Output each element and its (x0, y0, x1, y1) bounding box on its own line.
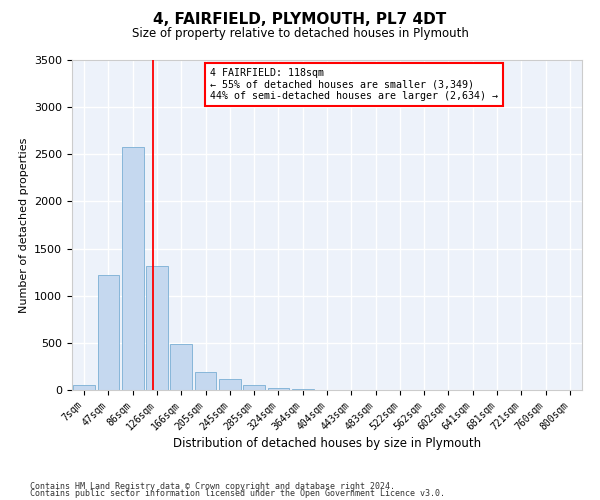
Bar (122, 146, 143, 390)
Bar (73, 386, 95, 390)
Bar (97, 275, 119, 390)
Bar (243, 385, 265, 390)
Bar (219, 379, 241, 390)
Y-axis label: Number of detached properties: Number of detached properties (19, 138, 29, 312)
Bar (146, 266, 168, 390)
Text: Contains public sector information licensed under the Open Government Licence v3: Contains public sector information licen… (30, 490, 445, 498)
Bar (170, 344, 192, 390)
X-axis label: Distribution of detached houses by size in Plymouth: Distribution of detached houses by size … (173, 438, 481, 450)
Text: Contains HM Land Registry data © Crown copyright and database right 2024.: Contains HM Land Registry data © Crown c… (30, 482, 395, 491)
Bar (194, 372, 217, 390)
Text: 4, FAIRFIELD, PLYMOUTH, PL7 4DT: 4, FAIRFIELD, PLYMOUTH, PL7 4DT (154, 12, 446, 28)
Text: 4 FAIRFIELD: 118sqm
← 55% of detached houses are smaller (3,349)
44% of semi-det: 4 FAIRFIELD: 118sqm ← 55% of detached ho… (210, 68, 498, 102)
Text: Size of property relative to detached houses in Plymouth: Size of property relative to detached ho… (131, 28, 469, 40)
Bar (292, 389, 314, 390)
Bar (268, 388, 289, 390)
